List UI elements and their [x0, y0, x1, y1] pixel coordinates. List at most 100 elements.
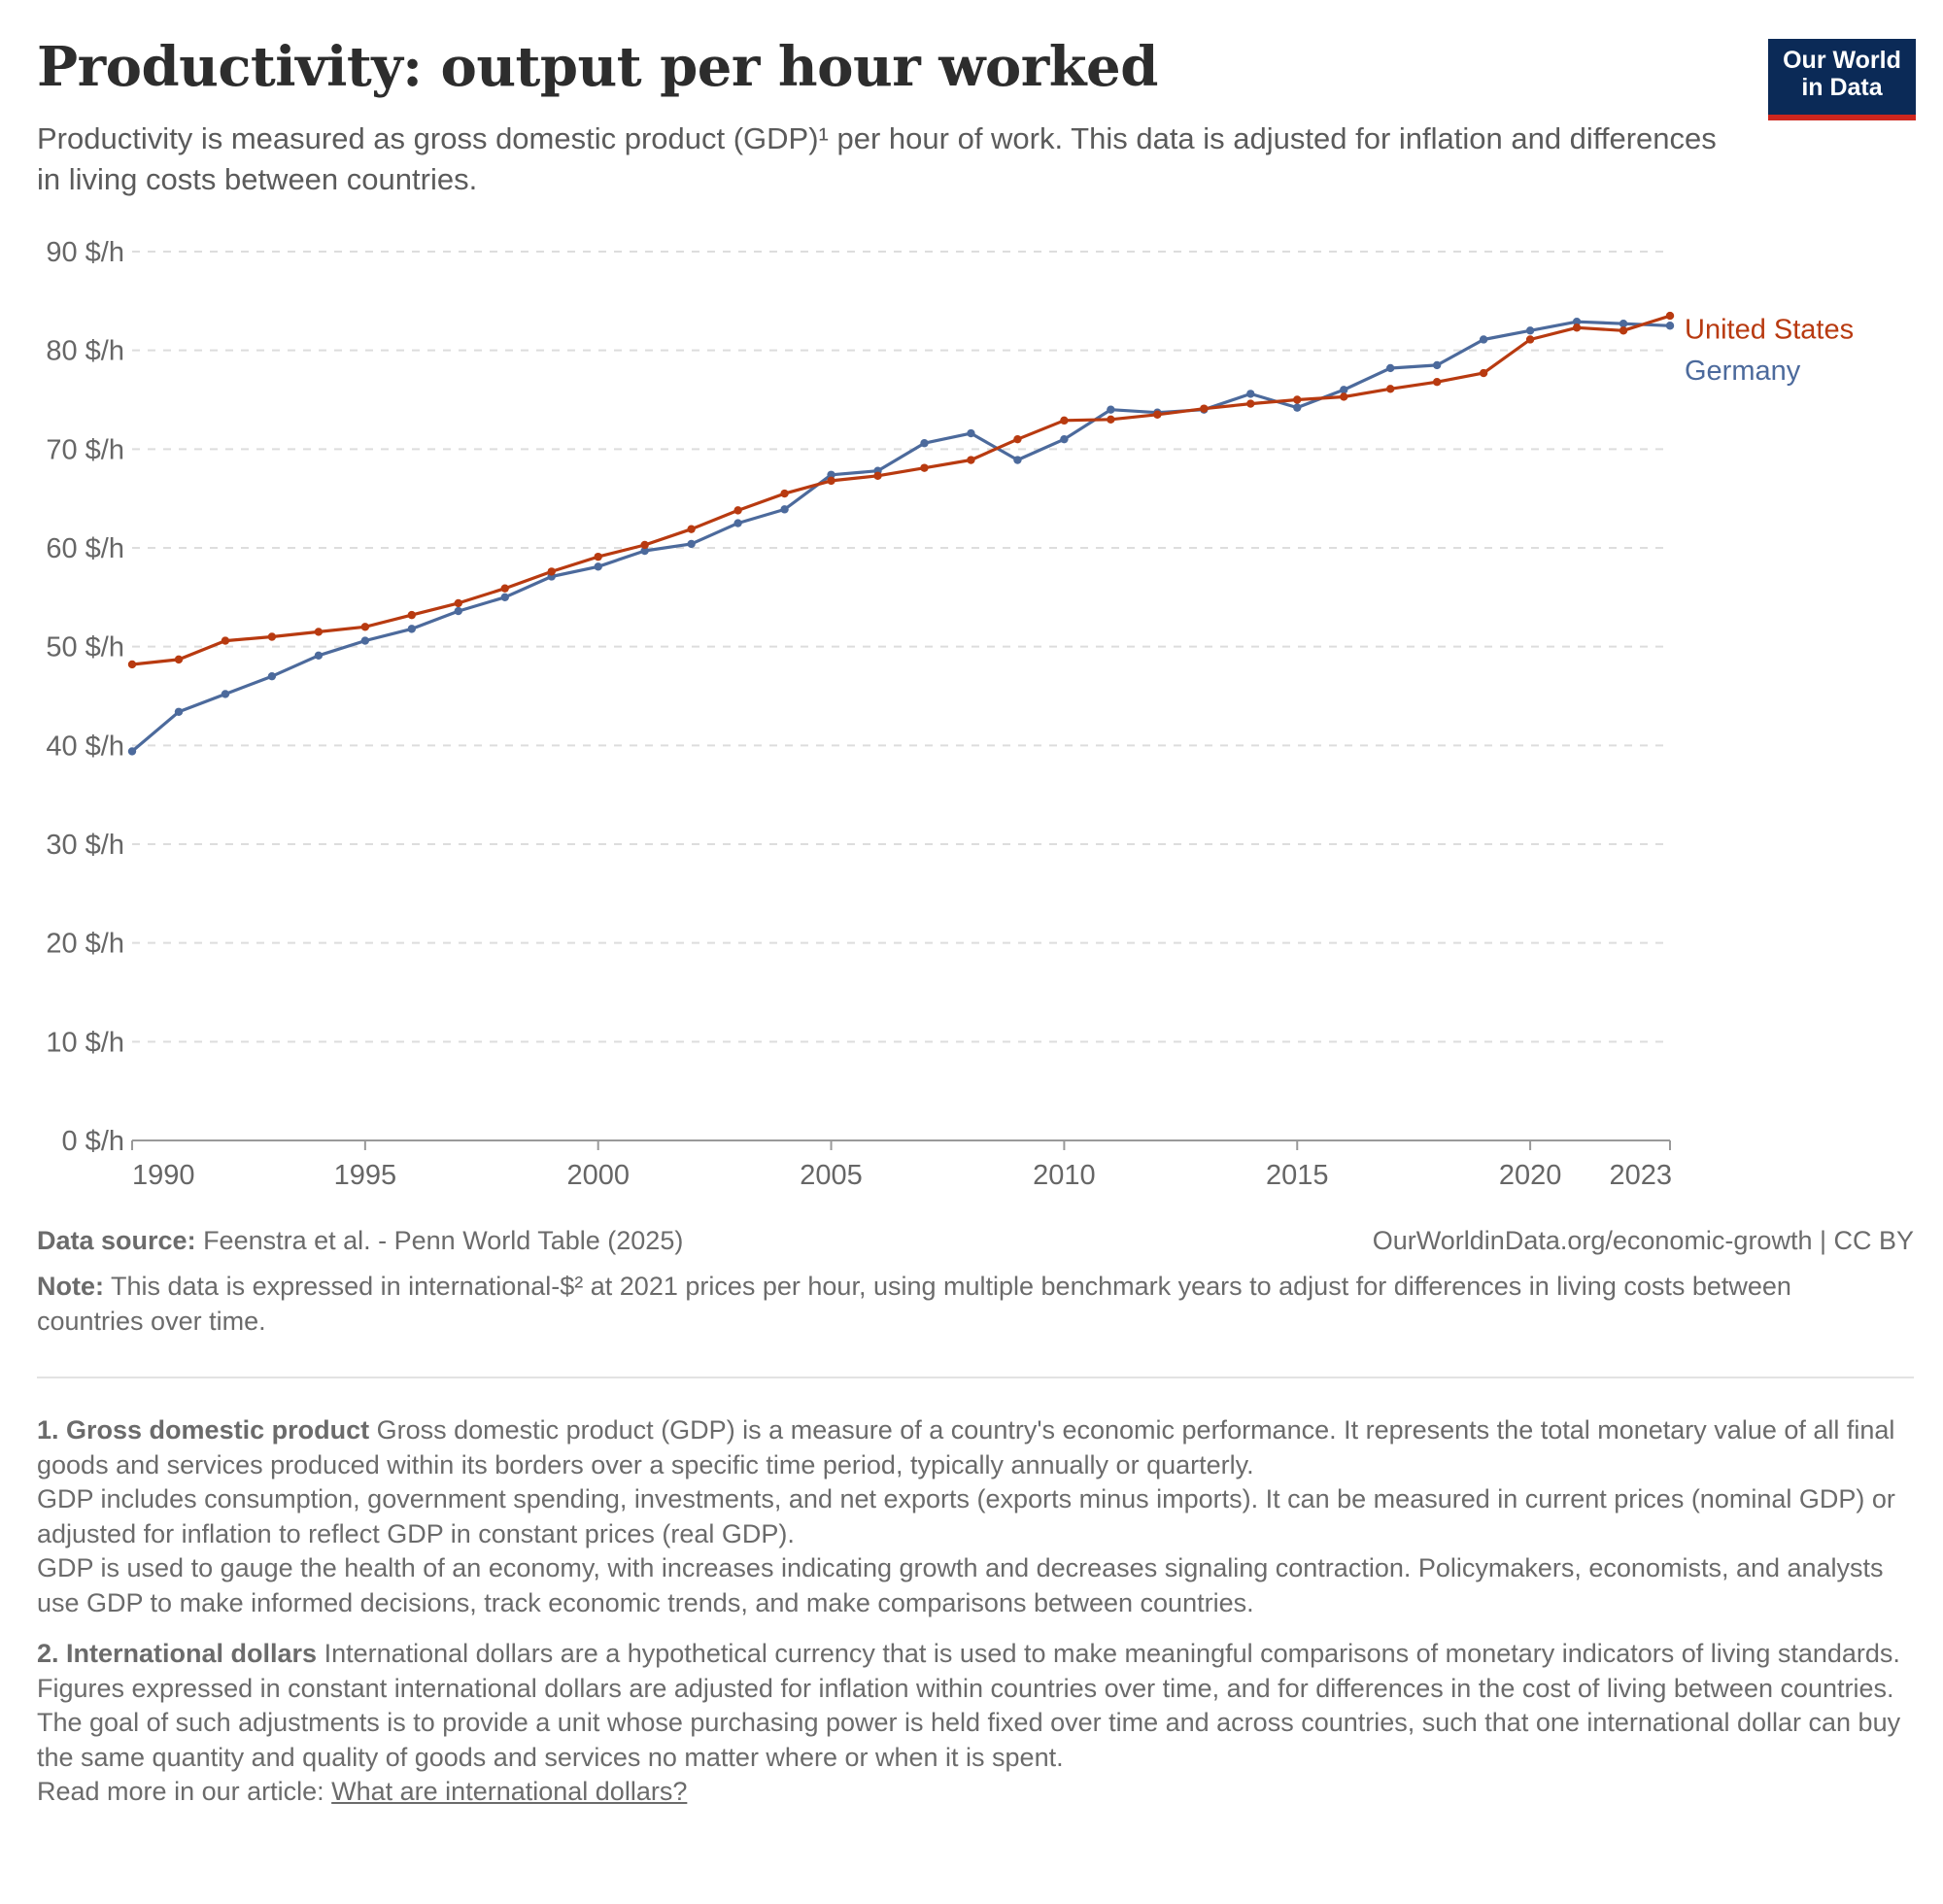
- read-more-link[interactable]: What are international dollars?: [331, 1777, 688, 1806]
- data-point-united-states[interactable]: [221, 636, 230, 645]
- data-point-united-states[interactable]: [687, 525, 696, 533]
- data-point-germany[interactable]: [827, 470, 835, 479]
- license-link[interactable]: OurWorldinData.org/economic-growth | CC …: [1372, 1226, 1914, 1255]
- data-point-germany[interactable]: [1107, 405, 1115, 414]
- owid-logo[interactable]: Our World in Data: [1768, 39, 1916, 120]
- y-tick-label: 90 $/h: [46, 237, 124, 268]
- series-label-united-states[interactable]: United States: [1685, 314, 1854, 345]
- source-label: Data source:: [37, 1226, 196, 1255]
- data-point-united-states[interactable]: [127, 660, 137, 669]
- data-point-germany[interactable]: [733, 519, 742, 527]
- data-point-united-states[interactable]: [547, 567, 556, 576]
- data-point-germany[interactable]: [360, 636, 370, 645]
- footnote-divider: [37, 1377, 1914, 1378]
- data-point-united-states[interactable]: [1432, 378, 1442, 387]
- data-point-germany[interactable]: [1619, 320, 1628, 328]
- footnote-1-title: 1. Gross domestic product: [37, 1415, 370, 1445]
- x-tick-label: 1995: [334, 1160, 397, 1191]
- data-point-united-states[interactable]: [407, 610, 417, 620]
- y-tick-labels: 0 $/h 10 $/h 20 $/h 30 $/h 40 $/h 50 $/h 60 $/…: [46, 237, 124, 1157]
- series-labels: United States Germany: [1685, 314, 1854, 387]
- x-tick-label: 2010: [1033, 1160, 1096, 1191]
- data-point-united-states[interactable]: [967, 456, 975, 464]
- data-point-germany[interactable]: [1665, 322, 1675, 330]
- data-point-united-states[interactable]: [1200, 404, 1209, 413]
- series-line-germany[interactable]: [130, 320, 1671, 753]
- data-point-germany[interactable]: [314, 651, 324, 661]
- data-point-germany[interactable]: [1246, 390, 1255, 398]
- data-point-germany[interactable]: [920, 439, 929, 448]
- data-point-united-states[interactable]: [1525, 335, 1535, 344]
- data-point-germany[interactable]: [1572, 317, 1582, 326]
- data-point-germany[interactable]: [640, 546, 649, 556]
- data-point-germany[interactable]: [267, 671, 277, 681]
- y-tick-label: 30 $/h: [46, 830, 124, 861]
- data-point-united-states[interactable]: [733, 506, 742, 515]
- data-point-germany[interactable]: [1525, 326, 1535, 335]
- data-point-united-states[interactable]: [1619, 326, 1628, 335]
- data-point-germany[interactable]: [967, 428, 975, 438]
- chart-title: Productivity: output per hour worked: [37, 35, 1158, 99]
- data-point-united-states[interactable]: [1153, 410, 1162, 419]
- footnote-1-para-2: GDP includes consumption, government spe…: [37, 1484, 1895, 1548]
- x-tick-label: 2015: [1266, 1160, 1329, 1191]
- data-point-germany[interactable]: [1013, 456, 1022, 464]
- series-label-germany[interactable]: Germany: [1685, 356, 1801, 387]
- data-point-germany[interactable]: [1060, 434, 1069, 444]
- data-point-united-states[interactable]: [1013, 434, 1022, 444]
- x-tick-label: 2023: [1609, 1160, 1672, 1191]
- data-point-germany[interactable]: [594, 562, 602, 571]
- data-point-germany[interactable]: [500, 593, 509, 602]
- data-point-germany[interactable]: [407, 625, 417, 633]
- data-point-germany[interactable]: [127, 747, 137, 756]
- data-point-germany[interactable]: [1340, 386, 1348, 394]
- data-point-united-states[interactable]: [873, 471, 882, 480]
- data-point-united-states[interactable]: [1665, 311, 1675, 321]
- data-point-germany[interactable]: [1479, 335, 1488, 344]
- data-point-germany[interactable]: [1385, 363, 1395, 373]
- data-point-germany[interactable]: [780, 505, 789, 514]
- data-point-united-states[interactable]: [360, 623, 370, 631]
- y-tick-label: 60 $/h: [46, 533, 124, 564]
- data-point-germany[interactable]: [1293, 403, 1302, 412]
- data-point-germany[interactable]: [174, 707, 184, 716]
- data-point-united-states[interactable]: [1385, 385, 1395, 393]
- y-tick-label: 50 $/h: [46, 632, 124, 663]
- data-point-united-states[interactable]: [174, 655, 184, 664]
- data-point-united-states[interactable]: [640, 540, 649, 550]
- x-tick-label: 2005: [800, 1160, 863, 1191]
- data-point-united-states[interactable]: [920, 463, 929, 472]
- data-point-germany[interactable]: [454, 606, 462, 616]
- x-axis: [131, 1139, 1671, 1150]
- data-point-united-states[interactable]: [1246, 399, 1255, 408]
- data-point-united-states[interactable]: [1572, 323, 1582, 332]
- data-point-united-states[interactable]: [454, 598, 462, 608]
- data-source: Data source: Feenstra et al. - Penn Worl…: [37, 1226, 683, 1256]
- data-point-united-states[interactable]: [267, 632, 277, 641]
- data-point-united-states[interactable]: [827, 476, 835, 486]
- data-point-united-states[interactable]: [1060, 416, 1069, 425]
- note-label: Note:: [37, 1272, 104, 1301]
- series-line-united-states[interactable]: [131, 314, 1671, 666]
- data-point-germany[interactable]: [221, 690, 230, 698]
- y-tick-label: 70 $/h: [46, 434, 124, 465]
- footnote-1-para-3: GDP is used to gauge the health of an ec…: [37, 1553, 1884, 1617]
- data-point-united-states[interactable]: [1340, 392, 1348, 401]
- data-point-united-states[interactable]: [1479, 368, 1488, 378]
- data-point-united-states[interactable]: [1293, 395, 1302, 404]
- y-tick-label: 20 $/h: [46, 929, 124, 960]
- data-point-united-states[interactable]: [594, 552, 602, 561]
- data-point-united-states[interactable]: [500, 584, 509, 593]
- footnote-1: 1. Gross domestic product Gross domestic…: [37, 1413, 1902, 1620]
- subtitle-text: Productivity is measured as gross domest…: [37, 121, 1717, 196]
- footnote-2-para-3: The goal of such adjustments is to provi…: [37, 1708, 1901, 1772]
- line-chart: 0 $/h 10 $/h 20 $/h 30 $/h 40 $/h 50 $/h 60 $/…: [46, 237, 1854, 1191]
- data-point-united-states[interactable]: [1107, 415, 1115, 425]
- data-point-united-states[interactable]: [780, 489, 789, 498]
- y-tick-label: 80 $/h: [46, 336, 124, 367]
- source-text: Feenstra et al. - Penn World Table (2025…: [195, 1226, 684, 1255]
- data-point-united-states[interactable]: [314, 628, 324, 636]
- data-point-germany[interactable]: [1432, 360, 1442, 370]
- x-tick-labels: 1990 1995 2000 2005 2010 2015 2020 2023: [132, 1160, 1672, 1191]
- data-point-germany[interactable]: [687, 539, 696, 549]
